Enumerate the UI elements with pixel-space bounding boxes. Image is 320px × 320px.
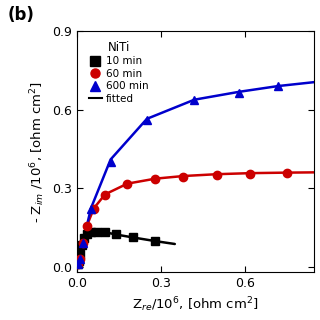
- Text: (b): (b): [7, 6, 34, 24]
- Legend: 10 min, 60 min, 600 min, fitted: 10 min, 60 min, 600 min, fitted: [87, 39, 150, 106]
- Y-axis label: - Z$_{im}$ /10$^{6}$, [ohm cm$^{2}$]: - Z$_{im}$ /10$^{6}$, [ohm cm$^{2}$]: [28, 81, 47, 223]
- X-axis label: Z$_{re}$/10$^{6}$, [ohm cm$^{2}$]: Z$_{re}$/10$^{6}$, [ohm cm$^{2}$]: [132, 296, 259, 315]
